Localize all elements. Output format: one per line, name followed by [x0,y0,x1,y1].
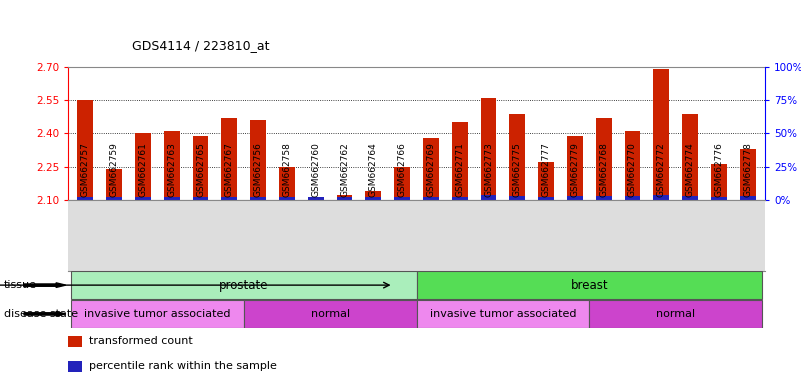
Bar [481,195,497,200]
Bar [68,361,82,372]
Text: disease state: disease state [4,309,78,319]
Text: prostate: prostate [219,279,268,291]
Text: percentile rank within the sample: percentile rank within the sample [89,361,277,371]
Bar [417,271,762,299]
Bar [654,195,669,200]
Bar [107,169,122,200]
Bar [682,114,698,200]
Bar [78,197,93,200]
Text: tissue: tissue [4,280,37,290]
Bar [625,196,641,200]
Bar [481,98,497,200]
Bar [509,114,525,200]
Bar [71,271,417,299]
Bar [538,197,554,200]
Bar [135,197,151,200]
Bar [250,120,266,200]
Bar [567,136,583,200]
Bar [538,162,554,200]
Bar [509,195,525,200]
Bar [596,195,612,200]
Bar [394,167,410,200]
Bar [308,197,324,200]
Bar [135,134,151,200]
Bar [68,336,82,347]
Bar [365,197,381,200]
Bar [250,197,266,200]
Bar [423,197,439,200]
Bar [107,197,122,200]
Bar [279,197,295,200]
Bar [654,70,669,200]
Bar [192,136,208,200]
Bar [164,197,179,200]
Bar [394,197,410,200]
Bar [417,300,590,328]
Bar [308,197,324,200]
Bar [452,122,468,200]
Bar [244,300,417,328]
Bar [336,197,352,200]
Bar [740,196,755,200]
Text: breast: breast [570,279,608,291]
Bar [221,197,237,200]
Bar [711,164,727,200]
Text: invasive tumor associated: invasive tumor associated [429,309,576,319]
Bar [423,138,439,200]
Bar [682,196,698,200]
Bar [336,195,352,200]
Text: GDS4114 / 223810_at: GDS4114 / 223810_at [132,39,270,52]
Text: transformed count: transformed count [89,336,193,346]
Text: invasive tumor associated: invasive tumor associated [84,309,231,319]
Bar [452,197,468,200]
Bar [625,131,641,200]
Text: normal: normal [311,309,350,319]
Bar [71,300,244,328]
Bar [365,191,381,200]
Bar [590,300,762,328]
Text: normal: normal [656,309,695,319]
Bar [78,100,93,200]
Bar [279,167,295,200]
Bar [567,196,583,200]
Bar [221,118,237,200]
Bar [711,197,727,200]
Bar [164,131,179,200]
Bar [192,197,208,200]
Bar [740,149,755,200]
Bar [596,118,612,200]
